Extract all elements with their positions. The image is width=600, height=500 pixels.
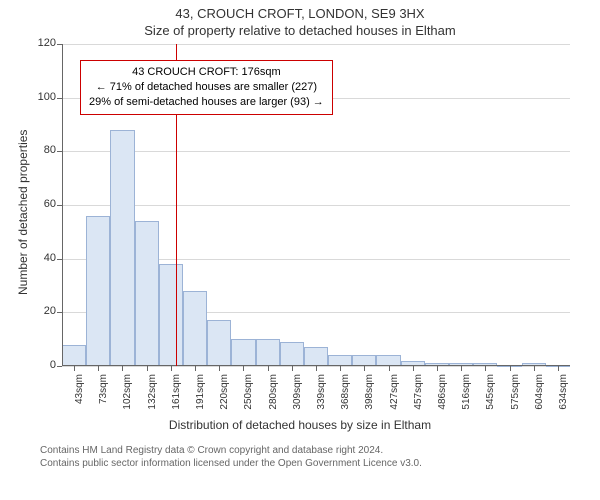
footer-line1: Contains HM Land Registry data © Crown c… xyxy=(40,444,422,457)
chart-container: 43, CROUCH CROFT, LONDON, SE9 3HX Size o… xyxy=(0,0,600,500)
x-tick-label: 545sqm xyxy=(485,374,496,424)
x-tick-mark xyxy=(316,366,317,371)
histogram-bar xyxy=(231,339,255,366)
x-tick-mark xyxy=(510,366,511,371)
x-tick-label: 220sqm xyxy=(219,374,230,424)
footer-attribution: Contains HM Land Registry data © Crown c… xyxy=(40,444,422,470)
histogram-bar xyxy=(256,339,280,366)
x-tick-label: 280sqm xyxy=(268,374,279,424)
x-tick-label: 161sqm xyxy=(171,374,182,424)
chart-title-subtitle: Size of property relative to detached ho… xyxy=(0,21,600,38)
histogram-bar xyxy=(110,130,134,366)
histogram-bar xyxy=(183,291,207,366)
x-tick-mark xyxy=(558,366,559,371)
footer-line2: Contains public sector information licen… xyxy=(40,457,422,470)
x-tick-mark xyxy=(98,366,99,371)
histogram-bar xyxy=(159,264,183,366)
y-tick-label: 40 xyxy=(28,252,56,264)
y-tick-mark xyxy=(57,259,62,260)
x-tick-mark xyxy=(461,366,462,371)
histogram-bar xyxy=(135,221,159,366)
x-tick-mark xyxy=(292,366,293,371)
histogram-bar xyxy=(280,342,304,366)
y-tick-mark xyxy=(57,44,62,45)
x-tick-label: 102sqm xyxy=(122,374,133,424)
gridline xyxy=(62,205,570,206)
x-tick-mark xyxy=(195,366,196,371)
x-tick-label: 43sqm xyxy=(74,374,85,424)
x-tick-mark xyxy=(122,366,123,371)
y-tick-label: 80 xyxy=(28,144,56,156)
x-tick-label: 604sqm xyxy=(534,374,545,424)
gridline xyxy=(62,44,570,45)
gridline xyxy=(62,151,570,152)
x-tick-label: 516sqm xyxy=(461,374,472,424)
x-tick-mark xyxy=(534,366,535,371)
x-tick-label: 339sqm xyxy=(316,374,327,424)
x-tick-label: 486sqm xyxy=(437,374,448,424)
annotation-box: 43 CROUCH CROFT: 176sqm← 71% of detached… xyxy=(80,60,333,115)
x-tick-mark xyxy=(219,366,220,371)
x-tick-mark xyxy=(268,366,269,371)
x-tick-mark xyxy=(243,366,244,371)
annotation-line: 43 CROUCH CROFT: 176sqm xyxy=(89,65,324,80)
y-tick-mark xyxy=(57,366,62,367)
x-tick-mark xyxy=(340,366,341,371)
y-tick-mark xyxy=(57,312,62,313)
x-tick-label: 309sqm xyxy=(292,374,303,424)
x-tick-mark xyxy=(413,366,414,371)
y-tick-label: 0 xyxy=(28,359,56,371)
x-tick-label: 191sqm xyxy=(195,374,206,424)
y-tick-label: 20 xyxy=(28,305,56,317)
y-tick-label: 100 xyxy=(28,91,56,103)
x-tick-label: 250sqm xyxy=(243,374,254,424)
x-tick-label: 427sqm xyxy=(389,374,400,424)
x-tick-label: 132sqm xyxy=(147,374,158,424)
y-axis-line xyxy=(62,44,63,366)
chart-title-address: 43, CROUCH CROFT, LONDON, SE9 3HX xyxy=(0,0,600,21)
x-tick-mark xyxy=(74,366,75,371)
x-tick-mark xyxy=(364,366,365,371)
y-tick-label: 120 xyxy=(28,37,56,49)
x-tick-label: 73sqm xyxy=(98,374,109,424)
x-tick-mark xyxy=(389,366,390,371)
x-tick-label: 398sqm xyxy=(364,374,375,424)
x-tick-label: 634sqm xyxy=(558,374,569,424)
x-tick-mark xyxy=(437,366,438,371)
y-tick-mark xyxy=(57,205,62,206)
x-tick-mark xyxy=(147,366,148,371)
y-tick-mark xyxy=(57,151,62,152)
x-tick-label: 457sqm xyxy=(413,374,424,424)
y-tick-label: 60 xyxy=(28,198,56,210)
x-tick-mark xyxy=(171,366,172,371)
histogram-bar xyxy=(86,216,110,366)
x-tick-label: 575sqm xyxy=(510,374,521,424)
y-tick-mark xyxy=(57,98,62,99)
x-tick-label: 368sqm xyxy=(340,374,351,424)
annotation-line: ← 71% of detached houses are smaller (22… xyxy=(89,80,324,95)
histogram-bar xyxy=(304,347,328,366)
histogram-bar xyxy=(62,345,86,366)
annotation-line: 29% of semi-detached houses are larger (… xyxy=(89,95,324,110)
x-tick-mark xyxy=(485,366,486,371)
histogram-bar xyxy=(207,320,231,366)
